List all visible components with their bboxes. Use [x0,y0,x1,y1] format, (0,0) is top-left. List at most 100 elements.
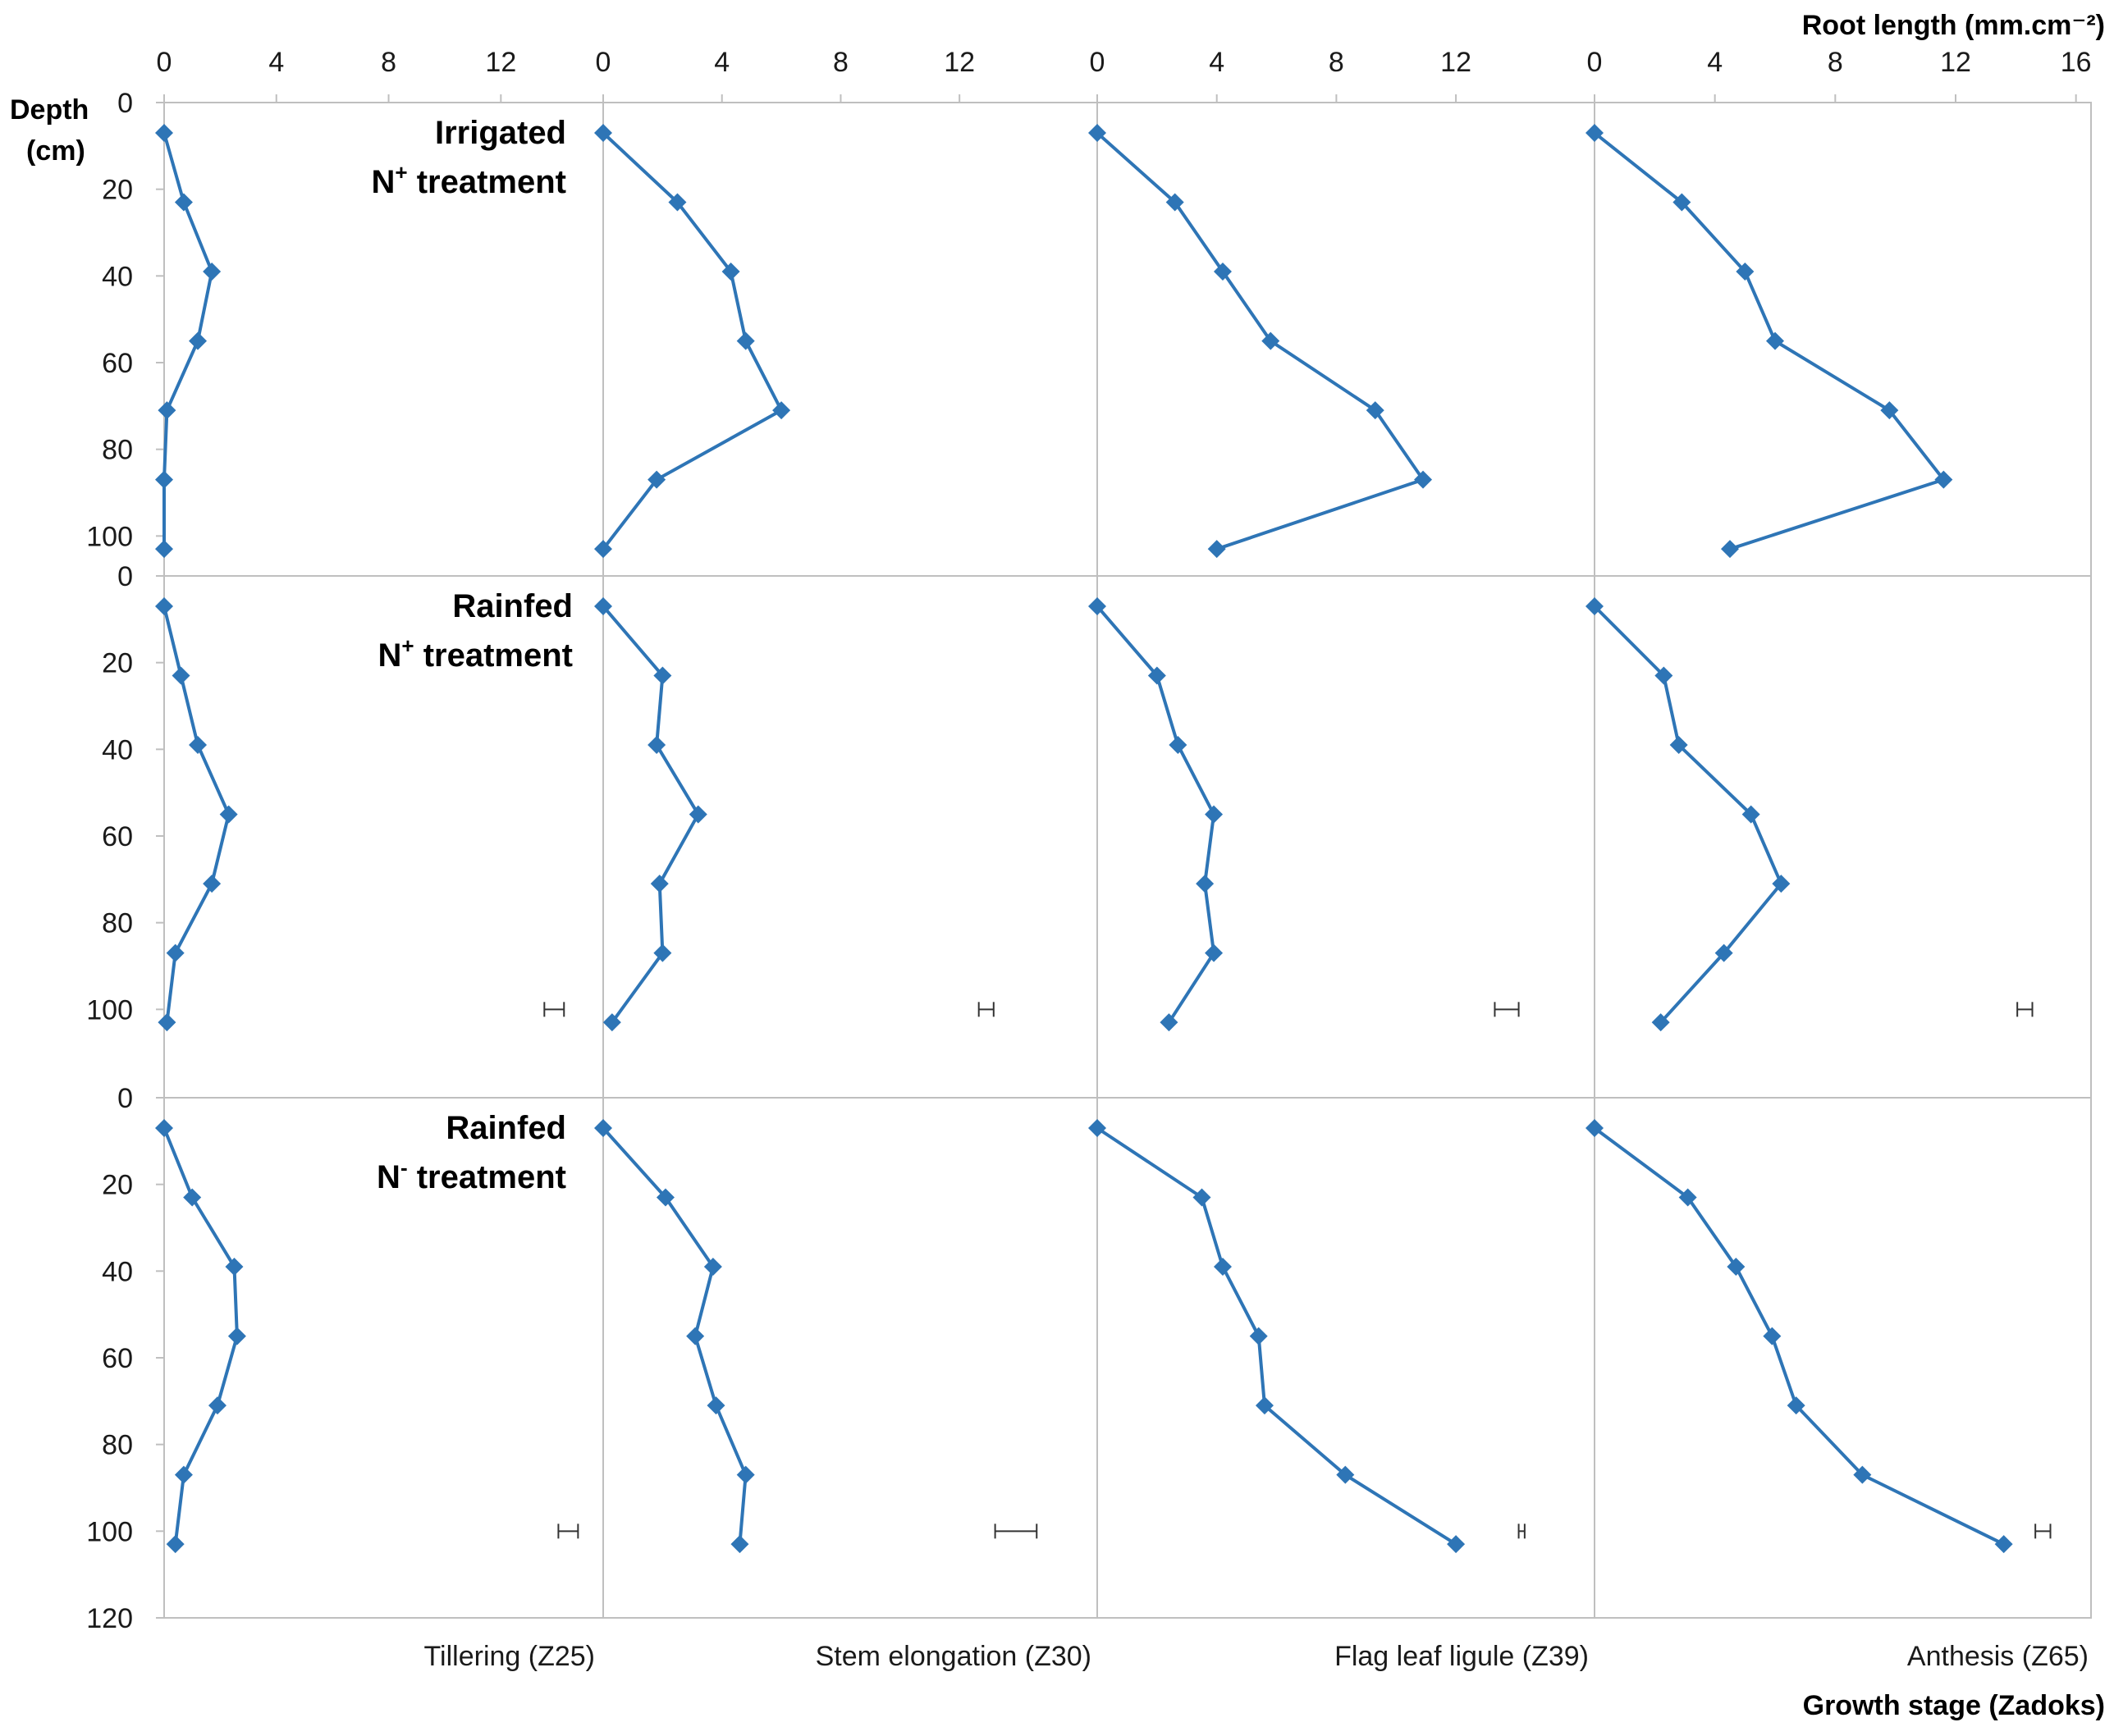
data-point [1207,540,1226,559]
data-point [1255,1396,1274,1415]
data-point [1934,470,1953,489]
data-point [227,1327,246,1345]
treatment-word: treatment [408,1159,566,1195]
x-tick-label: 4 [268,47,284,78]
series-line [602,1126,748,1545]
y-tick-label: 40 [102,734,133,765]
y-tick-label: 80 [102,1430,133,1461]
y-tick-label: 60 [102,821,133,852]
y-tick-label: 60 [102,1343,133,1374]
data-point [1366,401,1384,420]
data-point [1669,736,1688,755]
data-point [1736,263,1755,281]
series-line [1096,131,1426,551]
data-point [155,123,173,142]
data-point [1651,1013,1670,1032]
data-point [1772,875,1791,893]
data-point [730,1535,749,1554]
growth-stage-axis-label: Growth stage (Zadoks) [1803,1690,2105,1721]
treatment-nutrient: N [378,637,402,674]
x-tick-label: 12 [1940,47,1971,78]
data-point [594,1118,612,1137]
y-tick-label: 100 [86,1516,133,1547]
data-point [219,805,238,824]
data-point [594,540,612,559]
y-tick-label: 100 [86,521,133,552]
y-tick-label: 120 [86,1603,133,1634]
x-tick-label: 0 [157,47,172,78]
y-tick-label: 20 [102,1170,133,1201]
data-point [189,736,208,755]
y-tick-label: 80 [102,435,133,466]
data-point [174,1465,193,1484]
data-point [1205,943,1224,962]
x-tick-label: 8 [1828,47,1843,78]
data-point [594,123,612,142]
data-point [721,263,740,281]
treatment-nutrient: N [372,164,396,200]
data-point [183,1188,202,1207]
data-point [1586,1118,1604,1137]
data-point [158,401,176,420]
treatment-label-line2: N+ treatment [372,160,566,200]
data-point [225,1258,244,1277]
plot-frame [163,102,2092,1619]
data-point [647,470,666,489]
y-tick-label: 40 [102,1256,133,1287]
data-point [208,1396,226,1415]
data-point [189,331,208,350]
data-point [653,943,672,962]
data-point [1088,1118,1106,1137]
y-axis-label: Depth [10,94,89,126]
data-point [1414,470,1433,489]
data-point [1586,596,1604,615]
data-point [1147,666,1166,685]
data-point [1678,1188,1697,1207]
data-point [772,401,791,420]
treatment-superscript: + [395,160,407,185]
data-point [707,1396,725,1415]
data-point [653,666,672,685]
y-axis-label-unit: (cm) [26,135,85,167]
data-point [1192,1188,1211,1207]
data-point [1763,1327,1782,1345]
y-tick-label: 60 [102,348,133,379]
x-tick-label: 16 [2061,47,2092,78]
data-point [1213,1258,1232,1277]
treatment-label-line1: Rainfed [446,1110,566,1146]
treatment-word: treatment [414,637,573,674]
treatment-superscript: + [401,633,414,658]
data-point [155,540,173,559]
treatment-label-line1: Rainfed [452,588,573,624]
data-point [203,263,222,281]
growth-stage-label: Stem elongation (Z30) [816,1641,1091,1672]
y-tick-label: 0 [117,88,133,119]
data-point [166,1535,185,1554]
x-axis-label: Root length (mm.cm⁻²) [1802,10,2105,41]
data-point [647,736,666,755]
treatment-superscript: - [400,1155,408,1180]
data-point [668,193,687,212]
x-tick-label: 12 [944,47,975,78]
data-point [155,1118,173,1137]
x-tick-label: 4 [1209,47,1224,78]
data-point [155,596,173,615]
data-point [656,1188,675,1207]
data-point [1586,123,1604,142]
growth-stage-label: Tillering (Z25) [424,1641,595,1672]
x-tick-label: 0 [596,47,611,78]
data-point [1721,540,1739,559]
x-tick-label: 12 [485,47,516,78]
data-point [736,331,755,350]
data-point [1249,1327,1268,1345]
data-point [689,805,707,824]
growth-stage-label: Flag leaf ligule (Z39) [1334,1641,1589,1672]
data-point [203,875,222,893]
y-tick-label: 0 [117,1083,133,1114]
data-point [1672,193,1691,212]
data-point [1447,1535,1466,1554]
treatment-label-line1: Irrigated [435,115,566,151]
treatment-label-line2: N- treatment [377,1155,566,1195]
